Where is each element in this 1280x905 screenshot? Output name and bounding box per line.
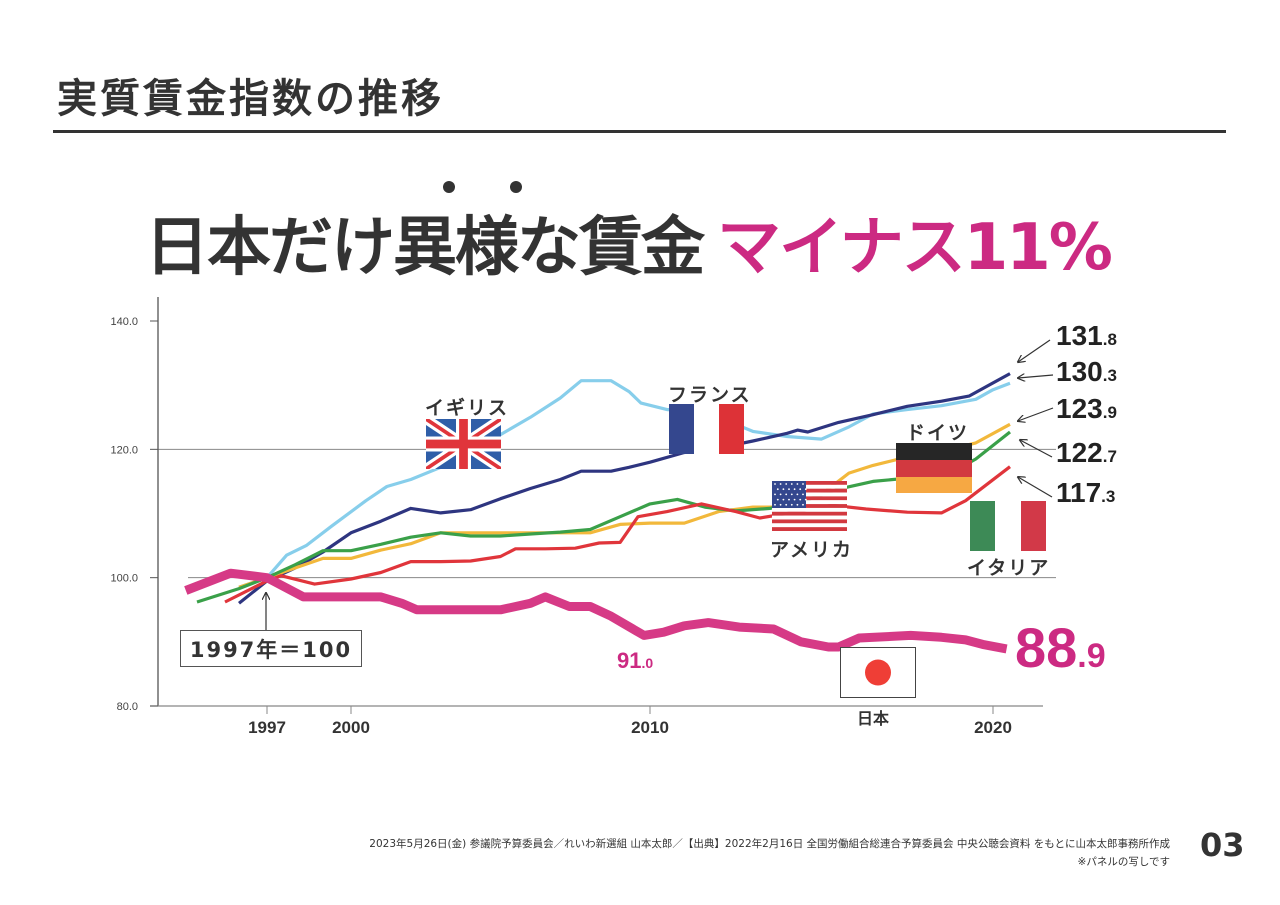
series-line-france bbox=[238, 372, 1011, 605]
us-star bbox=[790, 493, 793, 496]
us-star bbox=[790, 503, 793, 506]
us-star bbox=[785, 493, 788, 496]
page-number: 03 bbox=[1200, 826, 1245, 864]
base-year-note: 1997年＝100 bbox=[180, 630, 362, 667]
emphasis-dot bbox=[510, 181, 522, 193]
us-stripe bbox=[772, 496, 847, 501]
us-star bbox=[776, 488, 779, 491]
headline: 日本だけ異様な賃金 マイナス11% bbox=[145, 196, 1113, 288]
us-star bbox=[802, 483, 804, 485]
us-stripe bbox=[772, 511, 847, 516]
label-italy: イタリア bbox=[967, 557, 1051, 579]
label-usa: アメリカ bbox=[770, 539, 854, 561]
uk-flag-icon bbox=[426, 419, 501, 469]
label-france: フランス bbox=[668, 384, 752, 406]
end-value-germany: 122.7 bbox=[1056, 437, 1117, 468]
emphasis-dot bbox=[443, 181, 455, 193]
us-stripe bbox=[772, 484, 847, 489]
us-star bbox=[793, 488, 796, 491]
us-star bbox=[782, 488, 785, 491]
x-tick-label: 2010 bbox=[631, 718, 669, 737]
headline-accent: マイナス11% bbox=[717, 211, 1113, 285]
us-star bbox=[782, 498, 785, 501]
us-star bbox=[796, 493, 799, 496]
us-star bbox=[774, 483, 776, 485]
us-star bbox=[779, 503, 782, 506]
y-tick-label: 80.0 bbox=[117, 701, 138, 713]
us-star bbox=[790, 483, 793, 485]
us-star bbox=[785, 483, 788, 485]
us-stripe bbox=[772, 500, 847, 505]
us-stripe bbox=[772, 481, 847, 485]
us-star bbox=[776, 498, 779, 501]
us-star bbox=[793, 498, 796, 501]
us-star bbox=[802, 503, 804, 506]
end-value-usa: 123.9 bbox=[1056, 393, 1117, 424]
us-star bbox=[804, 498, 807, 501]
source-footnote: 2023年5月26日(金) 参議院予算委員会／れいわ新選組 山本太郎／【出典】2… bbox=[369, 835, 1170, 871]
us-star bbox=[785, 503, 788, 506]
page-title: 実質賃金指数の推移 bbox=[57, 76, 444, 122]
us-star bbox=[799, 488, 802, 491]
y-tick-label: 100.0 bbox=[110, 573, 138, 585]
us-star bbox=[804, 488, 807, 491]
end-value-italy: 117.3 bbox=[1056, 477, 1116, 508]
us-star bbox=[779, 493, 782, 496]
us-stripe bbox=[772, 515, 847, 520]
x-tick-label: 2020 bbox=[974, 718, 1012, 737]
us-star bbox=[788, 498, 790, 501]
series-line-japan bbox=[184, 568, 1008, 654]
france-flag-icon bbox=[669, 404, 744, 454]
end-value-uk: 130.3 bbox=[1056, 356, 1117, 387]
arrow-italy bbox=[1018, 477, 1053, 498]
us-star bbox=[802, 493, 804, 496]
us-stripe bbox=[772, 507, 847, 512]
us-star bbox=[774, 493, 776, 496]
panel-note: ※パネルの写しです bbox=[1077, 856, 1170, 868]
us-star bbox=[779, 483, 782, 485]
series-line-germany bbox=[196, 430, 1011, 604]
y-tick-label: 140.0 bbox=[110, 316, 138, 328]
x-tick-label: 2000 bbox=[332, 718, 370, 737]
source-line: 2023年5月26日(金) 参議院予算委員会／れいわ新選組 山本太郎／【出典】2… bbox=[369, 838, 1170, 850]
min-value-japan: 91.0 bbox=[617, 648, 654, 673]
x-tick-label: 1997 bbox=[248, 718, 286, 737]
y-tick-label: 120.0 bbox=[110, 444, 138, 456]
us-stripe bbox=[772, 519, 847, 524]
arrow-germany bbox=[1020, 440, 1053, 458]
label-japan: 日本 bbox=[857, 709, 890, 728]
us-star bbox=[796, 483, 799, 485]
series-line-italy bbox=[224, 465, 1011, 604]
arrow-france bbox=[1018, 339, 1051, 362]
arrow-usa bbox=[1018, 407, 1054, 421]
end-value-france: 131.8 bbox=[1056, 320, 1117, 351]
usa-flag-icon bbox=[772, 481, 847, 531]
germany-flag-icon bbox=[896, 443, 972, 493]
italy-flag-icon bbox=[970, 501, 1046, 551]
us-stripe bbox=[772, 488, 847, 493]
japan-flag-icon bbox=[840, 647, 916, 698]
label-germany: ドイツ bbox=[906, 422, 970, 444]
us-star bbox=[796, 503, 799, 506]
us-stripe bbox=[772, 504, 847, 508]
us-stripe bbox=[772, 527, 847, 531]
us-star bbox=[799, 498, 802, 501]
arrow-uk bbox=[1018, 375, 1054, 378]
us-stripe bbox=[772, 523, 847, 528]
series-line-usa bbox=[238, 422, 1011, 589]
end-value-japan: 88.9 bbox=[1015, 616, 1106, 679]
label-uk: イギリス bbox=[425, 397, 510, 419]
title-divider bbox=[53, 130, 1226, 133]
us-star bbox=[774, 503, 776, 506]
us-stripe bbox=[772, 492, 847, 497]
us-star bbox=[788, 488, 790, 491]
headline-main: 日本だけ異様な賃金 bbox=[145, 211, 705, 285]
